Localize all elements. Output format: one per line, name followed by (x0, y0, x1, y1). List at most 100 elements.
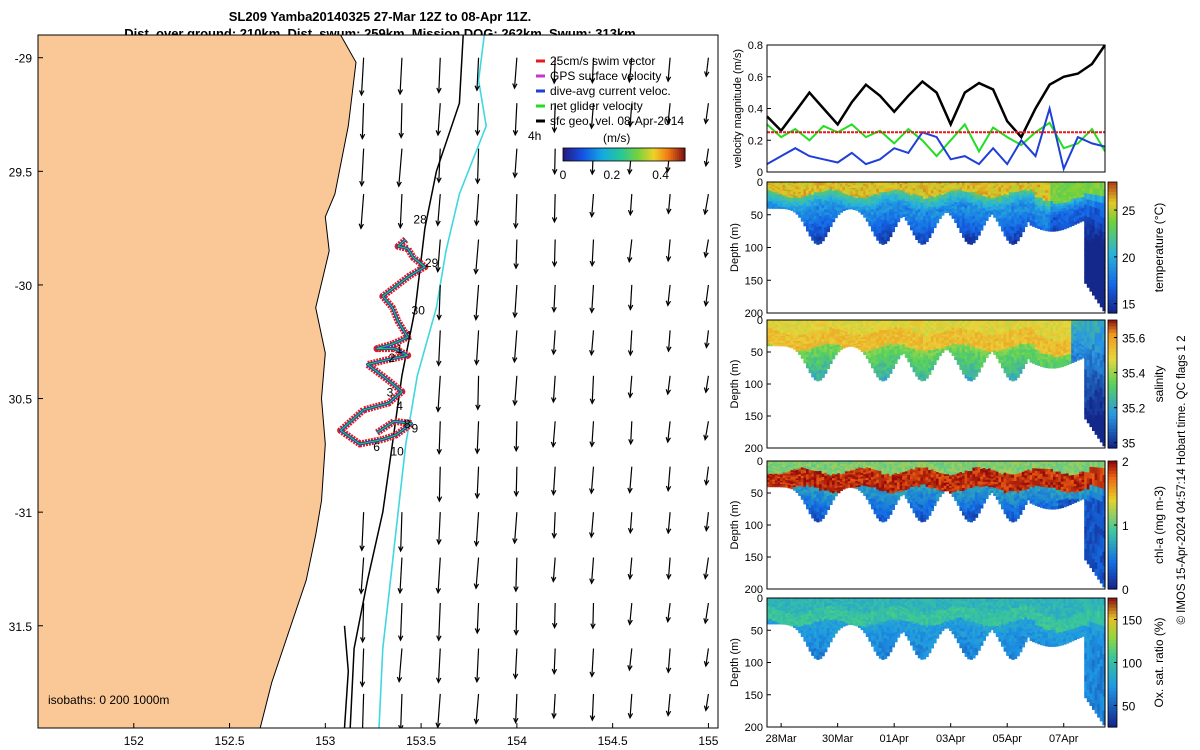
geo-velocity-arrowhead (550, 441, 557, 448)
heatmap-cell (938, 353, 942, 357)
heatmap-cell (889, 370, 893, 374)
geo-velocity-arrowhead (703, 251, 709, 259)
heatmap-cell (925, 374, 929, 379)
geo-velocity-arrow (437, 557, 441, 593)
track-day-label: 8 (404, 417, 411, 431)
geo-velocity-arrow (513, 57, 518, 89)
heatmap-cell (975, 236, 979, 241)
geo-velocity-arrow (476, 466, 480, 498)
heatmap-cell (941, 213, 945, 216)
geo-velocity-arrowhead (627, 121, 634, 128)
geo-velocity-arrowhead (703, 300, 709, 307)
heatmap-cell (977, 232, 981, 236)
legend-entry: sfc geo. vel. 08-Apr-2014 (550, 114, 684, 128)
geo-velocity-arrowhead (627, 304, 634, 311)
heatmap-cell (930, 366, 934, 371)
geo-velocity-arrowhead (703, 434, 709, 441)
track-day-label: 3 (387, 385, 394, 399)
geo-velocity-arrowhead (665, 389, 672, 396)
land-polygon (38, 35, 357, 728)
geo-velocity-arrow (667, 330, 671, 352)
geo-velocity-arrow (361, 512, 365, 551)
heatmap-cell (826, 228, 830, 233)
geo-velocity-arrowhead (704, 71, 710, 78)
geo-velocity-arrow (553, 194, 556, 222)
geo-velocity-arrowhead (627, 209, 634, 217)
geo-velocity-arrowhead (665, 667, 672, 674)
geo-velocity-arrow (475, 693, 480, 724)
heatmap-cell (988, 214, 992, 218)
geo-velocity-arrowhead (436, 635, 442, 642)
geo-velocity-arrow (705, 148, 710, 166)
heatmap-cell (1021, 365, 1025, 369)
heatmap-cell (824, 370, 828, 374)
geo-velocity-arrowhead (397, 588, 403, 595)
velocity-y-label: velocity magnitude (m/s) (732, 49, 744, 168)
geo-velocity-arrowhead (703, 661, 710, 668)
geo-velocity-arrowhead (703, 573, 709, 580)
geo-velocity-arrowhead (589, 169, 596, 176)
geo-velocity-arrow (630, 421, 633, 444)
geo-velocity-arrow (628, 57, 633, 82)
geo-velocity-arrowhead (358, 223, 364, 230)
geo-velocity-arrow (704, 557, 710, 579)
geo-velocity-arrowhead (435, 266, 441, 274)
heatmap-cell (832, 219, 836, 223)
heatmap-cell (928, 371, 932, 375)
geo-velocity-arrow (704, 193, 710, 215)
geo-velocity-arrow (705, 693, 710, 711)
heatmap-cell (826, 365, 830, 369)
geo-velocity-arrowhead (589, 398, 596, 405)
geo-velocity-arrowhead (703, 118, 709, 125)
geo-velocity-arrow (400, 103, 403, 138)
heatmap-cell (1019, 233, 1023, 238)
geo-velocity-arrowhead (665, 437, 671, 444)
geo-velocity-arrowhead (627, 487, 633, 494)
geo-velocity-arrowhead (665, 528, 672, 535)
heatmap-cell (834, 352, 838, 356)
geo-velocity-arrow (591, 693, 595, 721)
heatmap-cell (941, 350, 945, 353)
geo-velocity-arrowhead (550, 397, 557, 404)
vector-scale-label: 4h (528, 129, 541, 143)
heatmap-cell (886, 374, 890, 378)
geo-velocity-arrow (515, 239, 518, 269)
heatmap-cell (891, 365, 895, 369)
geo-velocity-arrowhead (397, 222, 404, 230)
geo-velocity-arrow (553, 57, 556, 84)
heatmap-cell (1016, 237, 1020, 242)
geo-velocity-arrow (361, 693, 365, 728)
geo-velocity-arrow (437, 648, 441, 683)
legend-entry: GPS surface velocity (550, 69, 661, 83)
geo-velocity-arrowhead (627, 619, 633, 626)
geo-velocity-arrow (515, 557, 518, 592)
geo-velocity-arrowhead (435, 220, 441, 227)
geo-velocity-arrow (629, 103, 633, 127)
geo-velocity-arrowhead (551, 78, 558, 85)
heatmap-cell (829, 224, 833, 228)
geo-velocity-arrowhead (396, 181, 402, 188)
geo-velocity-arrow (667, 421, 671, 443)
geo-velocity-arrowhead (474, 129, 481, 137)
geo-velocity-arrowhead (666, 208, 672, 215)
geo-velocity-arrowhead (474, 628, 481, 635)
geo-velocity-arrowhead (397, 89, 403, 96)
geo-velocity-arrow (438, 284, 441, 320)
heatmap-cell (837, 212, 841, 215)
geo-velocity-arrow (705, 57, 710, 77)
geo-velocity-arrow (629, 194, 633, 215)
geo-velocity-arrow (398, 648, 403, 682)
geo-velocity-arrowhead (513, 490, 520, 498)
geo-velocity-arrow (552, 421, 556, 447)
geo-velocity-arrowhead (474, 448, 481, 455)
geo-velocity-arrow (705, 330, 710, 348)
velocity-series-line (766, 44, 1107, 140)
geo-velocity-arrow (705, 284, 710, 306)
geo-velocity-arrow (361, 648, 365, 687)
geo-velocity-arrowhead (589, 123, 595, 130)
geo-velocity-arrow (475, 284, 480, 320)
geo-velocity-arrow (438, 421, 441, 454)
geo-velocity-arrow (628, 648, 633, 671)
geo-velocity-arrowhead (589, 671, 595, 678)
geo-velocity-arrow (513, 330, 518, 362)
